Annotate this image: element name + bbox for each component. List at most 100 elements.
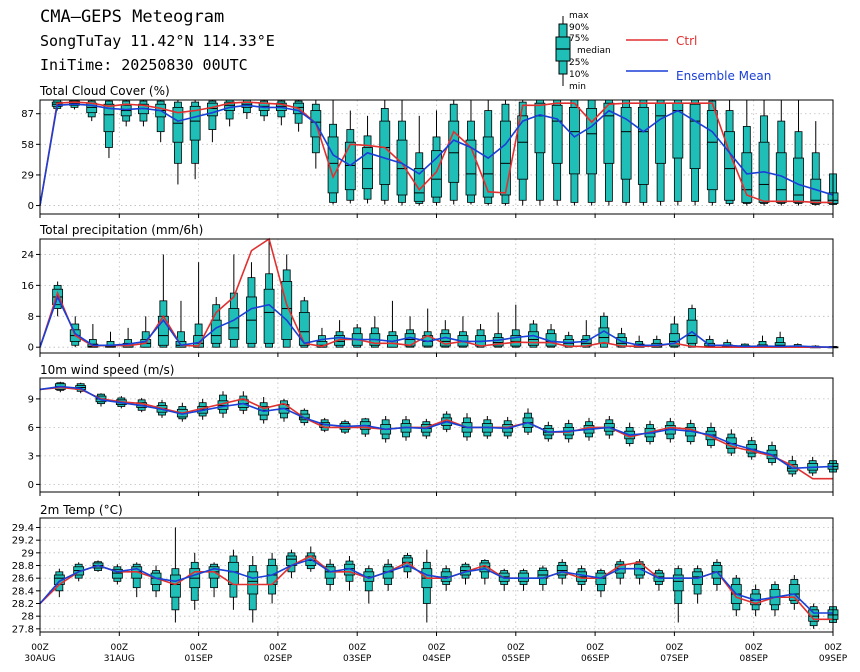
legend-label-2: 75% xyxy=(569,34,589,44)
ytick-label-0-3: 87 xyxy=(21,109,34,120)
box-inner-0-24 xyxy=(448,120,460,183)
box-inner-3-39 xyxy=(788,584,800,601)
box-inner-1-14 xyxy=(281,281,293,340)
ytick-label-1-0: 0 xyxy=(28,343,34,354)
xaxis-date-5: 04SEP xyxy=(422,654,451,664)
box-inner-0-4 xyxy=(103,103,115,133)
box-outer-0-45 xyxy=(811,152,820,205)
box-inner-0-30 xyxy=(551,104,563,164)
mean-line-3 xyxy=(39,558,833,614)
ytick-label-3-6: 29 xyxy=(21,548,34,559)
xaxis-hour-1: 00Z xyxy=(110,643,128,653)
ytick-label-3-8: 29.4 xyxy=(12,523,34,534)
panel-2 xyxy=(36,377,839,496)
xaxis-hour-4: 00Z xyxy=(348,643,366,653)
panel-0 xyxy=(36,99,839,218)
xaxis-date-1: 31AUG xyxy=(104,654,135,664)
legend-label-6: min xyxy=(569,82,586,92)
xaxis-hour-10: 00Z xyxy=(824,643,842,653)
ytick-label-3-2: 28.2 xyxy=(12,599,34,610)
box-inner-0-32 xyxy=(586,108,598,175)
box-inner-0-23 xyxy=(431,150,442,198)
box-inner-3-31 xyxy=(634,563,645,576)
legend-label-0: max xyxy=(569,11,589,21)
box-inner-1-11 xyxy=(228,308,240,340)
ytick-label-1-2: 16 xyxy=(21,281,34,292)
xaxis-date-6: 05SEP xyxy=(502,654,531,664)
xaxis-date-7: 06SEP xyxy=(581,654,610,664)
box-inner-3-25 xyxy=(518,572,529,582)
box-inner-3-33 xyxy=(672,574,684,592)
ytick-label-0-2: 58 xyxy=(21,140,34,151)
xaxis-date-4: 03SEP xyxy=(343,654,372,664)
ytick-label-3-7: 29.2 xyxy=(12,536,34,547)
panel-title-2: 10m wind speed (m/s) xyxy=(40,363,174,377)
legend-ctrl-label: Ctrl xyxy=(676,34,697,48)
panel-title-0: Total Cloud Cover (%) xyxy=(39,84,170,98)
xaxis-hour-7: 00Z xyxy=(586,643,604,653)
legend-label-4: 25% xyxy=(569,58,589,68)
ytick-label-3-0: 27.8 xyxy=(12,624,34,635)
box-inner-3-4 xyxy=(111,568,123,579)
xaxis-date-8: 07SEP xyxy=(660,654,689,664)
panel-3 xyxy=(36,517,839,636)
box-inner-0-10 xyxy=(206,102,218,117)
xaxis-date-10: 09SEP xyxy=(819,654,848,664)
box-inner-1-27 xyxy=(510,335,522,347)
box-inner-0-17 xyxy=(327,136,339,194)
box-inner-1-15 xyxy=(298,312,310,346)
xaxis-hour-0: 00Z xyxy=(31,643,49,653)
ytick-label-2-3: 9 xyxy=(28,394,34,405)
ytick-label-3-5: 28.8 xyxy=(12,561,34,572)
box-inner-0-33 xyxy=(603,102,615,164)
ytick-label-2-1: 3 xyxy=(28,451,34,462)
box-inner-0-20 xyxy=(379,120,391,185)
legend-label-1: 90% xyxy=(569,23,589,33)
xaxis-date-2: 01SEP xyxy=(184,654,213,664)
box-inner-0-38 xyxy=(689,103,701,170)
ytick-label-1-1: 8 xyxy=(28,312,34,323)
box-inner-3-7 xyxy=(169,574,181,598)
panel-frame-1 xyxy=(39,238,834,354)
box-inner-0-21 xyxy=(396,139,408,196)
xaxis-hour-5: 00Z xyxy=(428,643,446,653)
box-inner-3-11 xyxy=(247,571,259,595)
ctrl-line-0 xyxy=(39,101,833,206)
box-inner-0-8 xyxy=(172,106,184,143)
legend-mean-label: Ensemble Mean xyxy=(676,69,771,83)
box-inner-1-13 xyxy=(263,288,275,344)
box-inner-0-44 xyxy=(793,157,804,203)
box-inner-0-27 xyxy=(500,120,511,196)
xaxis-hour-8: 00Z xyxy=(666,643,684,653)
meteogram-title: CMA–GEPS Meteogram xyxy=(40,7,225,27)
box-inner-0-9 xyxy=(189,105,201,141)
box-inner-0-39 xyxy=(706,110,718,191)
ytick-label-3-4: 28.6 xyxy=(12,574,34,585)
mean-line-1 xyxy=(39,294,834,348)
box-inner-0-41 xyxy=(741,152,753,203)
box-inner-0-31 xyxy=(569,106,580,175)
ytick-label-0-0: 0 xyxy=(28,201,34,212)
box-inner-0-25 xyxy=(465,139,477,196)
init-time: IniTime: 20250830 00UTC xyxy=(40,56,248,74)
station-location: SongTuTay 11.42°N 114.33°E xyxy=(40,32,275,50)
xaxis-hour-2: 00Z xyxy=(190,643,208,653)
box-inner-0-29 xyxy=(534,102,546,154)
xaxis-date-9: 08SEP xyxy=(740,654,769,664)
ytick-label-3-3: 28.4 xyxy=(12,586,34,597)
box-inner-0-28 xyxy=(517,115,529,180)
box-inner-1-28 xyxy=(528,331,539,346)
box-inner-0-26 xyxy=(482,136,494,198)
box-inner-0-35 xyxy=(637,106,649,185)
panel-title-3: 2m Temp (°C) xyxy=(40,503,123,517)
box-inner-1-17 xyxy=(334,335,345,346)
xaxis-hour-9: 00Z xyxy=(745,643,763,653)
box-inner-1-9 xyxy=(193,335,205,348)
xaxis-hour-3: 00Z xyxy=(269,643,287,653)
box-inner-0-34 xyxy=(620,106,632,180)
xaxis-hour-6: 00Z xyxy=(507,643,525,653)
mean-line-2 xyxy=(39,385,834,470)
legend-label-5: 10% xyxy=(569,70,589,80)
panel-frame-0 xyxy=(39,99,834,215)
